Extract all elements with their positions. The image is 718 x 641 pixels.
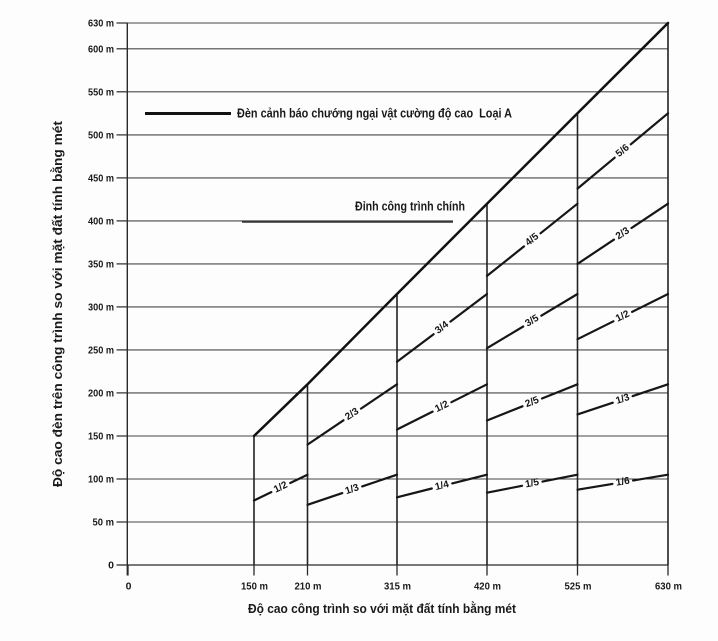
svg-text:Đỉnh công trình chính: Đỉnh công trình chính	[355, 199, 465, 214]
svg-text:Độ cao đèn trên công trình so: Độ cao đèn trên công trình so với mặt đấ…	[50, 120, 65, 487]
svg-text:300 m: 300 m	[88, 302, 114, 314]
svg-text:1/3: 1/3	[344, 482, 361, 497]
svg-text:1/6: 1/6	[615, 476, 631, 489]
svg-text:1/3: 1/3	[614, 392, 631, 407]
svg-text:Đèn cảnh báo chướng ngại vật c: Đèn cảnh báo chướng ngại vật cường độ ca…	[237, 106, 513, 121]
svg-text:150 m: 150 m	[88, 431, 114, 443]
svg-text:0: 0	[126, 581, 132, 593]
svg-text:420 m: 420 m	[474, 581, 501, 593]
svg-text:630 m: 630 m	[88, 18, 114, 30]
svg-text:500 m: 500 m	[88, 130, 114, 142]
svg-text:630 m: 630 m	[655, 581, 682, 593]
svg-text:100 m: 100 m	[88, 474, 114, 486]
svg-text:0: 0	[108, 560, 114, 572]
svg-text:350 m: 350 m	[88, 259, 114, 271]
svg-text:525 m: 525 m	[565, 581, 592, 593]
svg-text:400 m: 400 m	[88, 216, 114, 228]
svg-text:450 m: 450 m	[88, 173, 114, 185]
svg-text:2/5: 2/5	[524, 395, 541, 411]
svg-text:1/5: 1/5	[524, 477, 540, 491]
svg-text:210 m: 210 m	[295, 581, 322, 593]
svg-text:Độ cao công trình so với mặt đ: Độ cao công trình so với mặt đất tính bằ…	[248, 601, 517, 616]
svg-text:315 m: 315 m	[384, 581, 411, 593]
svg-text:250 m: 250 m	[88, 345, 114, 357]
svg-text:200 m: 200 m	[88, 388, 114, 400]
svg-text:150 m: 150 m	[241, 581, 268, 593]
svg-text:600 m: 600 m	[88, 44, 114, 56]
svg-text:1/4: 1/4	[434, 479, 451, 493]
svg-text:50 m: 50 m	[93, 517, 115, 529]
svg-text:550 m: 550 m	[88, 87, 114, 99]
